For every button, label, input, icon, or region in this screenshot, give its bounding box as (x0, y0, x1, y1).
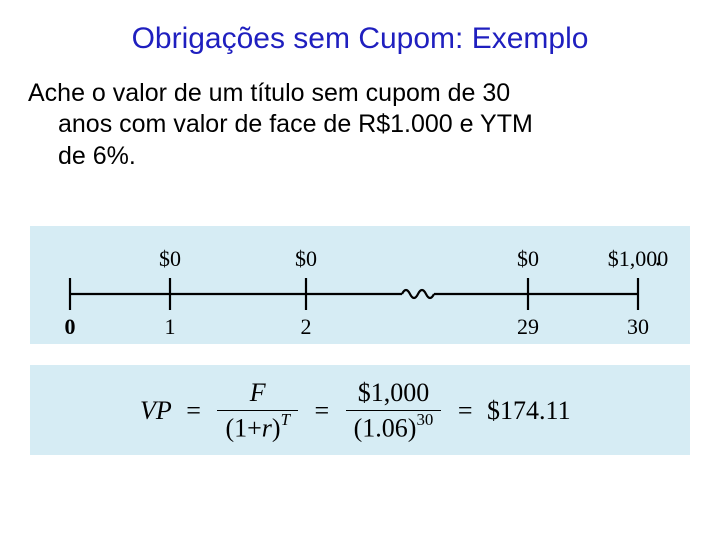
svg-text:29: 29 (517, 314, 539, 339)
body-line-3: de 6%. (28, 141, 692, 172)
frac1-den-base: (1+ (225, 413, 261, 442)
svg-text:2: 2 (301, 314, 312, 339)
body-line-2: anos com valor de face de R$1.000 e YTM (28, 109, 692, 140)
formula-rhs: $174.11 (483, 396, 575, 426)
svg-text:1: 1 (165, 314, 176, 339)
svg-text:$0: $0 (295, 246, 317, 271)
frac1-den-sup: T (281, 410, 290, 429)
svg-text:$1,000: $1,000 (608, 246, 669, 271)
frac1-den-var: r (262, 413, 272, 442)
frac2-den-sup: 30 (416, 410, 433, 429)
timeline-svg: 0 $0 1 $0 2 $0 29 $1,000 30 (30, 226, 690, 344)
present-value-formula: VP = F (1+r)T = $1,000 (1.06)30 = $174.1… (136, 379, 575, 443)
problem-statement: Ache o valor de um título sem cupom de 3… (0, 56, 720, 172)
frac1-den-close: ) (272, 413, 281, 442)
formula-fraction-2: $1,000 (1.06)30 (346, 379, 442, 443)
frac2-den-base: (1.06) (354, 413, 417, 442)
formula-lhs: VP (140, 396, 172, 425)
body-line-1: Ache o valor de um título sem cupom de 3… (28, 79, 510, 107)
svg-text:30: 30 (627, 314, 649, 339)
svg-text:$0: $0 (517, 246, 539, 271)
timeline-diagram: 0 $0 1 $0 2 $0 29 $1,000 30 (30, 226, 690, 344)
svg-text:0: 0 (65, 314, 76, 339)
frac1-num: F (250, 378, 266, 407)
formula-fraction-1: F (1+r)T (217, 379, 298, 443)
frac2-num: $1,000 (346, 379, 442, 411)
svg-text:$0: $0 (159, 246, 181, 271)
page-title: Obrigações sem Cupom: Exemplo (0, 0, 720, 56)
formula-box: VP = F (1+r)T = $1,000 (1.06)30 = $174.1… (30, 365, 690, 455)
